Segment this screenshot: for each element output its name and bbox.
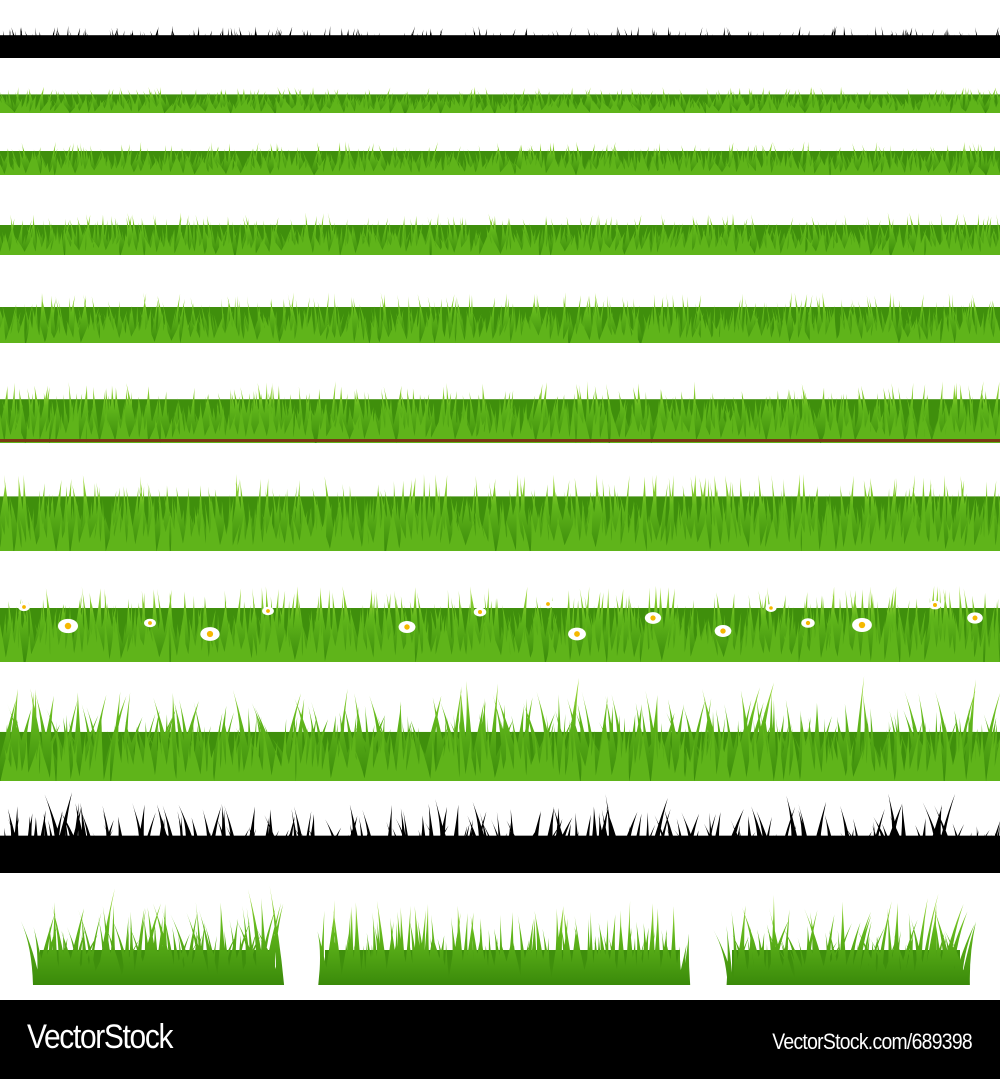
grass-borders-illustration [0, 25, 1000, 985]
green-grass-border-wispy [0, 676, 1000, 781]
grass-clump-center [317, 900, 691, 985]
green-grass-border-flowers [0, 585, 1000, 662]
daisy-flower [801, 618, 815, 628]
daisy-flower [714, 625, 732, 637]
green-grass-border-3 [0, 212, 1000, 255]
daisy-flower [144, 618, 156, 628]
daisy-flower [967, 612, 983, 624]
daisy-flower [398, 620, 416, 634]
daisy-flower [644, 612, 662, 624]
daisy-flower [18, 602, 30, 612]
daisy-flower [200, 627, 220, 641]
green-grass-border-2 [0, 141, 1000, 175]
daisy-flower [262, 606, 274, 616]
grass-clump-left [20, 885, 285, 985]
black-grass-border-thin [0, 25, 1000, 58]
green-grass-border-wide-leaves [0, 380, 1000, 443]
green-grass-border-tall [0, 473, 1000, 551]
green-grass-border-1 [0, 86, 1000, 113]
soil-line [0, 439, 1000, 442]
black-grass-border-wispy [0, 792, 1000, 873]
daisy-flower [542, 599, 554, 609]
green-grass-border-4 [0, 292, 1000, 343]
watermark-footer: VectorStock VectorStock.com/689398 [0, 1000, 1000, 1079]
vectorstock-logo: VectorStock [27, 1018, 173, 1056]
daisy-flower [568, 627, 586, 641]
image-url: VectorStock.com/689398 [772, 1029, 972, 1054]
daisy-flower [473, 607, 487, 617]
daisy-flower [765, 604, 777, 612]
daisy-flower [928, 600, 942, 610]
daisy-flower [57, 618, 79, 634]
daisy-flower [852, 617, 872, 633]
grass-clump-right [713, 893, 976, 985]
